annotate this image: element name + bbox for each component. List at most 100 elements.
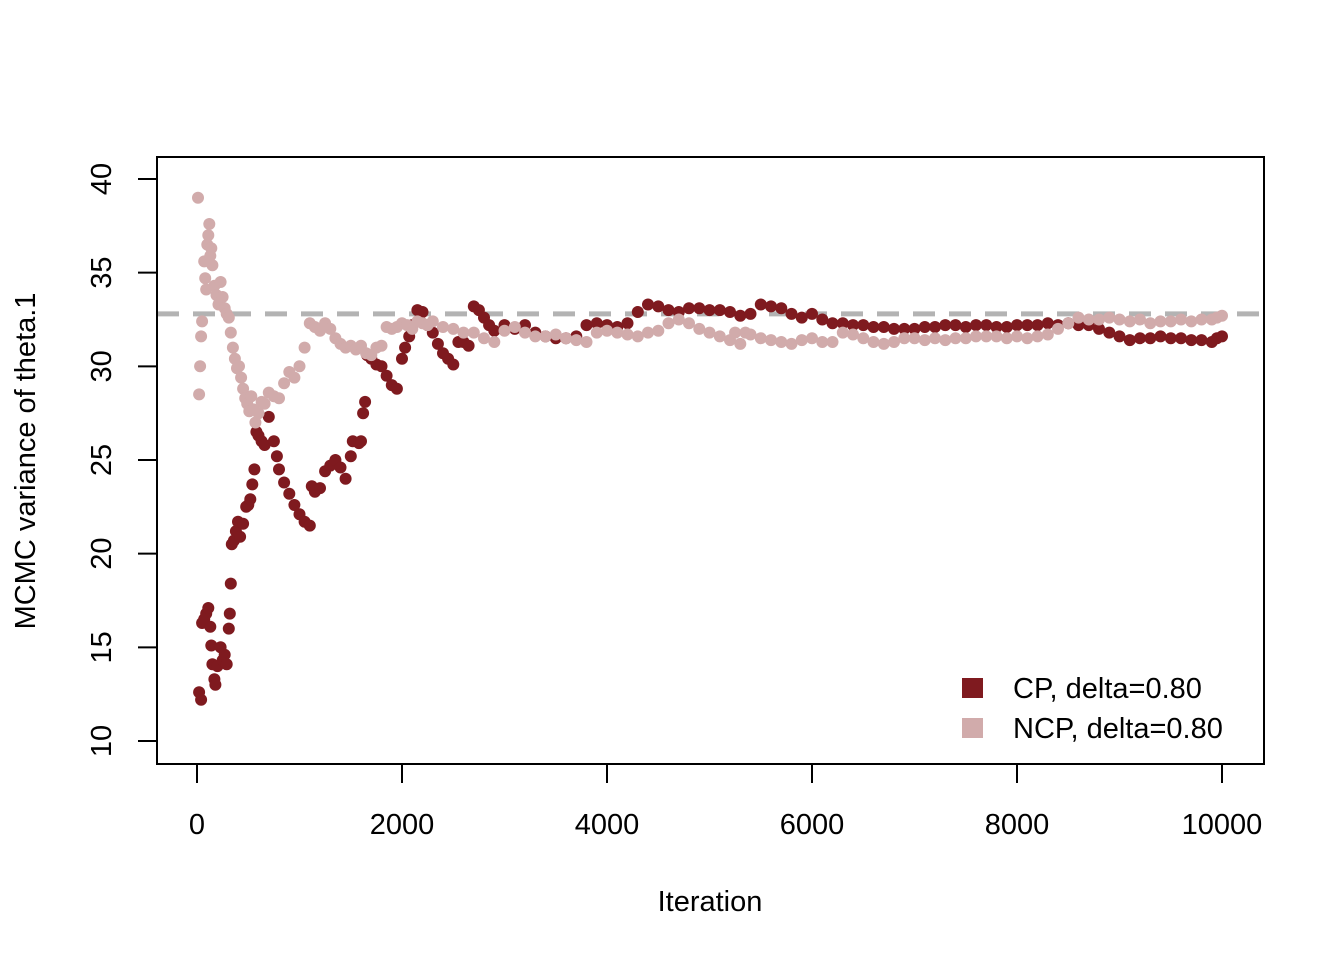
data-point xyxy=(196,315,209,328)
x-tick-label: 0 xyxy=(189,809,205,841)
y-tick-label: 20 xyxy=(86,538,118,570)
legend: CP, delta=0.80 NCP, delta=0.80 xyxy=(962,673,1223,745)
data-point xyxy=(202,602,215,614)
data-point xyxy=(1000,321,1013,333)
data-point xyxy=(929,332,941,345)
data-point xyxy=(816,336,829,348)
data-point xyxy=(237,517,250,530)
data-point xyxy=(205,242,218,255)
data-point xyxy=(734,337,747,350)
data-point xyxy=(1164,315,1177,328)
data-point xyxy=(1062,317,1075,330)
data-point xyxy=(908,332,921,345)
data-point xyxy=(447,358,460,371)
data-point xyxy=(754,332,767,345)
data-point xyxy=(478,332,490,345)
data-point xyxy=(826,336,839,348)
data-point xyxy=(775,302,788,315)
data-point xyxy=(642,326,654,339)
data-point xyxy=(1041,317,1054,330)
data-point xyxy=(1011,319,1023,332)
data-point xyxy=(795,334,808,347)
data-point xyxy=(339,472,352,485)
data-point xyxy=(611,326,624,339)
data-point xyxy=(437,321,449,333)
data-point xyxy=(1103,326,1116,339)
legend-swatch xyxy=(962,718,983,738)
data-point xyxy=(580,336,593,348)
data-point xyxy=(713,330,726,343)
data-point xyxy=(248,463,261,476)
data-point xyxy=(729,326,742,339)
data-point xyxy=(826,317,839,330)
y-axis-label: MCMC variance of theta.1 xyxy=(10,293,42,630)
data-point xyxy=(662,317,675,330)
data-point xyxy=(258,439,271,451)
data-point xyxy=(1175,313,1187,326)
data-point xyxy=(642,298,654,311)
data-point xyxy=(601,324,613,337)
data-point xyxy=(488,324,501,337)
data-point xyxy=(672,313,685,326)
data-point xyxy=(1093,313,1105,326)
data-point xyxy=(959,321,972,333)
data-point xyxy=(298,341,311,354)
data-point xyxy=(785,337,798,350)
data-point xyxy=(293,360,306,373)
data-point xyxy=(703,304,716,317)
series-ncp xyxy=(192,191,1228,429)
data-point xyxy=(744,328,757,341)
data-point xyxy=(949,332,962,345)
data-point xyxy=(1052,322,1064,335)
data-point xyxy=(1134,313,1146,326)
data-point xyxy=(857,319,870,332)
data-point xyxy=(234,530,247,543)
data-point xyxy=(334,461,347,474)
data-point xyxy=(355,435,367,448)
data-point xyxy=(1041,328,1054,341)
y-tick-label: 15 xyxy=(86,631,118,663)
data-point xyxy=(235,371,248,384)
y-tick-label: 40 xyxy=(86,163,118,195)
data-point xyxy=(193,388,206,401)
data-point xyxy=(380,369,393,382)
data-point xyxy=(631,330,644,343)
data-point xyxy=(549,328,562,341)
data-point xyxy=(918,334,931,347)
data-point xyxy=(195,693,208,706)
data-point xyxy=(216,291,229,303)
data-point xyxy=(203,218,216,230)
data-point xyxy=(222,622,235,635)
data-point xyxy=(765,300,777,313)
series-cp xyxy=(193,298,1228,706)
data-point xyxy=(1000,332,1013,345)
data-point xyxy=(245,390,258,403)
data-point xyxy=(652,324,665,337)
data-point xyxy=(252,407,265,420)
data-point xyxy=(204,620,217,633)
data-point xyxy=(1195,313,1208,326)
data-point xyxy=(218,648,231,661)
data-point xyxy=(888,336,900,348)
data-point xyxy=(1113,330,1126,343)
data-point xyxy=(949,319,962,332)
data-point xyxy=(192,191,204,204)
x-tick-label: 10000 xyxy=(1182,809,1263,841)
data-point xyxy=(498,324,511,337)
data-point xyxy=(508,321,521,333)
data-point xyxy=(375,339,388,352)
data-point xyxy=(1021,332,1034,345)
data-point xyxy=(867,336,880,348)
data-point xyxy=(980,319,993,332)
data-point xyxy=(1154,330,1167,343)
data-point xyxy=(590,326,603,339)
data-point xyxy=(390,382,403,395)
data-point xyxy=(939,319,952,332)
x-tick-label: 6000 xyxy=(780,809,845,841)
data-point xyxy=(1144,332,1157,345)
data-point xyxy=(785,307,798,320)
data-point xyxy=(724,306,736,318)
data-point xyxy=(806,307,818,320)
data-point xyxy=(324,322,337,335)
data-point xyxy=(223,607,236,620)
